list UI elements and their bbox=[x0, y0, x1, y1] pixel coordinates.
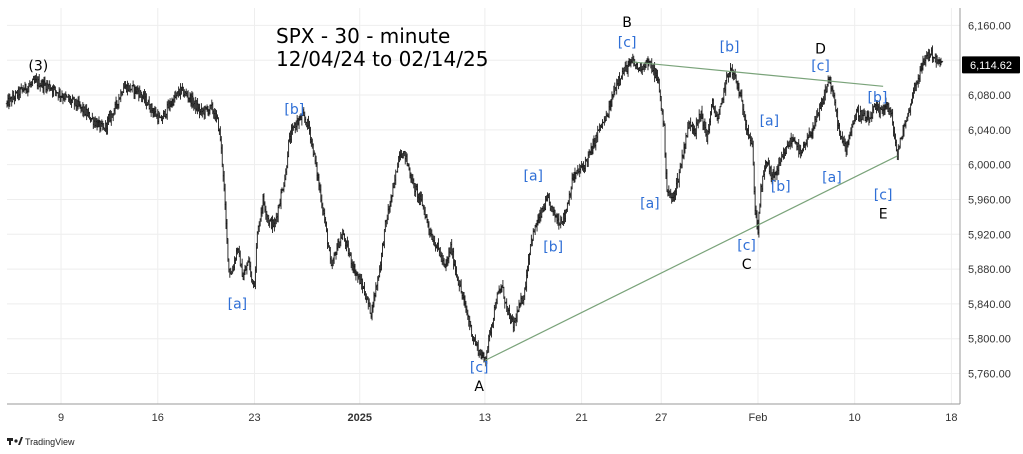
wave-label-sub: [b] bbox=[771, 179, 791, 195]
lower-boundary-line bbox=[484, 155, 898, 362]
wave-label-main: A bbox=[474, 379, 484, 395]
tradingview-label: TradingView bbox=[25, 437, 75, 447]
x-tick-label: 9 bbox=[58, 412, 64, 424]
x-tick-label: 18 bbox=[945, 412, 957, 424]
y-tick-label: 6,000.00 bbox=[968, 160, 1011, 172]
wave-label-sub: [a] bbox=[228, 296, 248, 312]
axes: 5,760.00 5,800.00 5,840.00 5,880.00 5,920.00… bbox=[7, 8, 1011, 424]
wave-label-sub: [b] bbox=[720, 40, 740, 56]
grid-lines bbox=[7, 8, 960, 404]
wave-label-main: D bbox=[815, 41, 826, 57]
tradingview-brand: TradingView bbox=[7, 437, 75, 447]
chart-subtitle: 12/04/24 to 02/14/25 bbox=[276, 47, 488, 71]
current-price-label: 6,114.62 bbox=[970, 60, 1012, 72]
current-price-tag: 6,114.62 bbox=[962, 56, 1020, 74]
wave-label-sub: [b] bbox=[284, 102, 304, 118]
x-tick-label: 23 bbox=[248, 412, 260, 424]
price-tag-background bbox=[962, 56, 1020, 74]
wave-label-sub: [a] bbox=[760, 113, 780, 129]
x-tick-label: Feb bbox=[748, 412, 767, 424]
wave-label-sub: [c] bbox=[470, 360, 489, 376]
wave-label-sub: [a] bbox=[822, 170, 842, 186]
y-tick-label: 6,040.00 bbox=[968, 125, 1011, 137]
wave-label-sub: [b] bbox=[868, 90, 888, 106]
x-tick-label: 16 bbox=[152, 412, 164, 424]
y-tick-label: 5,960.00 bbox=[968, 194, 1011, 206]
wave-label-sub: [a] bbox=[523, 168, 543, 184]
y-tick-label: 5,760.00 bbox=[968, 369, 1011, 381]
x-tick-label: 27 bbox=[655, 412, 667, 424]
y-tick-label: 6,160.00 bbox=[968, 20, 1011, 32]
x-tick-label: 10 bbox=[849, 412, 861, 424]
wave-label-sub: [c] bbox=[874, 187, 893, 203]
y-tick-label: 5,920.00 bbox=[968, 229, 1011, 241]
y-tick-label: 5,800.00 bbox=[968, 334, 1011, 346]
wave-label-sub: [b] bbox=[543, 240, 563, 256]
upper-boundary-line bbox=[632, 61, 884, 87]
x-tick-label: 2025 bbox=[347, 412, 371, 424]
wave-annotations: (3) [b] [a] [c] A [a] [b] B [c] [a] [b] [c] C [a] [b] D… bbox=[28, 15, 892, 395]
wave-label-sub: [c] bbox=[811, 59, 830, 75]
wave-label-sub: [c] bbox=[618, 35, 637, 51]
x-tick-label: 13 bbox=[479, 412, 491, 424]
wave-label-main: C bbox=[742, 257, 752, 273]
y-tick-label: 5,880.00 bbox=[968, 264, 1011, 276]
chart-title: SPX - 30 - minute bbox=[276, 24, 450, 48]
y-tick-label: 5,840.00 bbox=[968, 299, 1011, 311]
wave-label-sub: [a] bbox=[640, 196, 660, 212]
trendlines bbox=[484, 61, 898, 362]
y-tick-label: 6,080.00 bbox=[968, 90, 1011, 102]
x-tick-label: 21 bbox=[575, 412, 587, 424]
price-bars bbox=[5, 45, 944, 367]
wave-label-main: (3) bbox=[28, 59, 48, 75]
wave-label-sub: [c] bbox=[737, 238, 756, 254]
wave-label-main: E bbox=[879, 207, 888, 223]
wave-label-main: B bbox=[622, 15, 632, 31]
tradingview-logo-icon bbox=[7, 437, 23, 445]
